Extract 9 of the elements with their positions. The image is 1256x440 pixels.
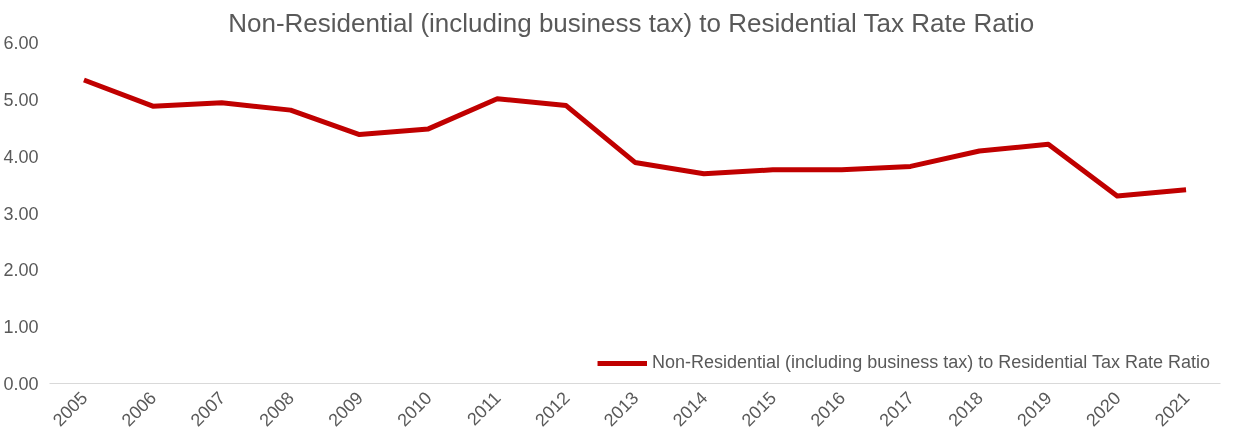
y-tick-label: 3.00 xyxy=(3,203,39,224)
chart-title: Non-Residential (including business tax) to Residential Tax Rate Ratio xyxy=(228,7,1035,38)
y-tick-label: 0.00 xyxy=(3,374,39,394)
y-tick-label: 4.00 xyxy=(3,146,39,167)
legend-label: Non-Residential (including business tax) to Residential Tax Rate Ratio xyxy=(652,352,1210,373)
y-tick-label: 1.00 xyxy=(3,317,39,338)
y-tick-label: 5.00 xyxy=(3,89,39,110)
y-tick-label: 2.00 xyxy=(3,260,39,281)
y-tick-label: 6.00 xyxy=(3,33,39,53)
